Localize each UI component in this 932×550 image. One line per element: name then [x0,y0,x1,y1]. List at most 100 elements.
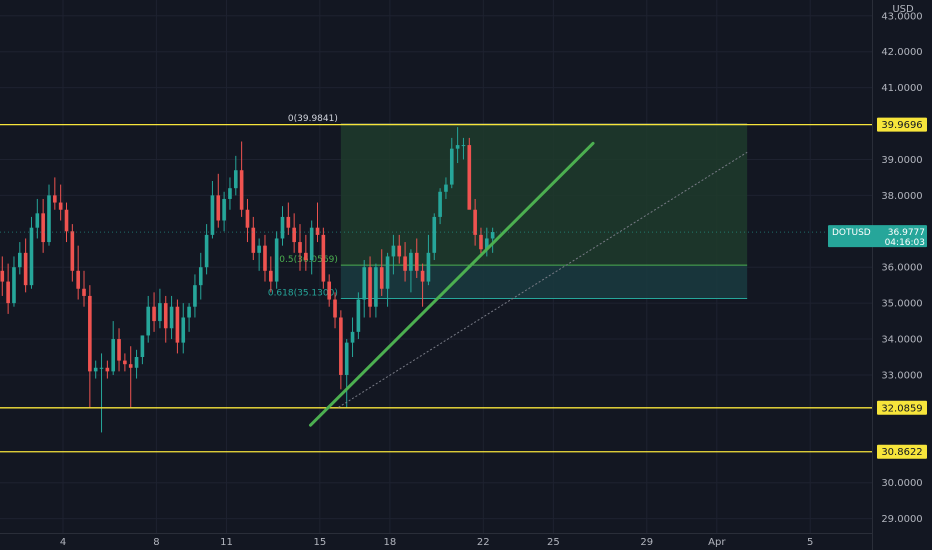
candle-body [397,245,402,257]
time-tick-label: 25 [547,537,560,548]
candle-body [53,195,57,203]
candle-body [269,270,273,282]
candle-body [245,209,250,228]
candle-body [298,242,302,253]
fib-zone-lower [340,265,748,299]
price-badge-value: 36.9777 [888,228,925,238]
candle-body [414,252,419,271]
time-tick-label: 29 [640,537,653,548]
candle-body [158,303,162,322]
price-tick-label: 33.0000 [881,370,922,381]
candle-body [292,227,296,243]
projection-dotted-line[interactable] [338,151,748,408]
price-tick-label: 35.0000 [881,299,922,310]
candle-body [111,339,116,372]
candle-body [362,267,367,300]
candle-body [204,234,209,268]
candle-body [449,148,454,185]
candle-body [239,170,244,210]
candle-body [23,252,28,286]
current-price-badge: DOTUSD 36.9777 04:16:03 [0,225,927,248]
candle-body [286,216,291,228]
level-badge [877,117,927,132]
gridlines [0,0,872,533]
time-tick-label: 11 [220,537,233,548]
candle-body [152,306,156,322]
candle-body [344,342,349,375]
fib-zone-upper [340,124,748,266]
candle-body [315,227,320,235]
candle-body [426,252,431,282]
candle-body [304,252,308,261]
candle-body [70,231,75,271]
candle-body [467,145,472,210]
price-tick-label: 29.0000 [881,514,922,525]
candle-body [105,367,110,372]
fib-label-half: 0.5(36.0569) [279,255,338,265]
candle-body [99,367,104,369]
time-tick-label: 22 [477,537,490,548]
candle-body [438,191,442,217]
level-badge [877,444,927,459]
candle-body [198,267,203,286]
candle-body [216,195,221,221]
candle-body [444,184,448,192]
trendline[interactable] [309,141,595,427]
time-axis[interactable]: 4 8 11 15 18 22 25 29 Apr 5 [0,533,872,549]
time-tick-label: 18 [384,537,397,548]
current-price-badge-bg [828,225,927,248]
candle-body [327,281,331,300]
time-tick-label: 15 [313,537,326,548]
level-badge-label: 39.9696 [881,120,922,131]
candle-body [280,216,285,239]
candle-body [385,256,390,289]
price-axis[interactable]: USD 43.0000 42.0000 41.0000 39.0000 38.0000 3… [872,0,923,550]
candle-body [379,267,384,289]
candle-body [29,227,34,286]
price-badge-countdown: 04:16:03 [885,238,925,248]
candle-body [187,306,191,318]
candle-body [117,339,121,361]
candle-body [12,267,16,304]
candle-body [356,299,361,332]
candle-body [17,252,22,268]
candle-body [350,331,355,343]
price-tick-label: 42.0000 [881,47,922,58]
fib-label-golden: 0.618(35.1300) [268,288,338,298]
candle-body [490,232,495,239]
candle-body [64,209,69,232]
candle-body [409,252,413,271]
time-tick-label: 5 [807,537,813,548]
time-tick-label: 4 [60,537,66,548]
candle-body [228,188,232,199]
candle-body [6,281,10,304]
candle-body [309,227,314,261]
candle-body [403,256,407,271]
candle-body [263,245,267,271]
candle-body [321,234,326,282]
price-badge-symbol: DOTUSD [832,228,871,238]
candle-body [222,198,226,221]
price-tick-label: 36.0000 [881,263,922,274]
candle-body [169,306,174,329]
candle-body [88,295,92,372]
candle-body [473,209,477,235]
level-badge-label: 30.8622 [881,447,922,458]
price-tick-label: 38.0000 [881,191,922,202]
horizontal-levels[interactable]: 39.9696 32.0859 30.8622 [0,117,927,459]
candle-body [461,145,466,147]
candle-body [175,306,180,343]
candle-body [479,234,483,250]
candle-body [181,317,186,343]
candle-body [123,360,127,365]
candle-body [251,227,256,253]
candle-body [82,288,86,296]
candle-body [233,170,238,189]
level-badge-label: 32.0859 [881,403,922,414]
candle-body [0,270,5,282]
candle-body [333,299,337,318]
candle-body [140,335,145,357]
candle-body [128,364,133,368]
candle-body [368,267,372,307]
